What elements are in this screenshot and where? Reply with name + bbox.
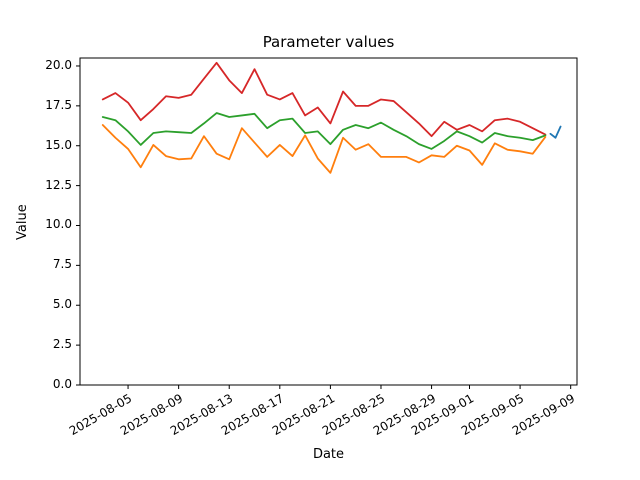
series-blue-line	[549, 125, 562, 139]
y-tick-label: 17.5	[45, 97, 72, 112]
axes-spines	[79, 57, 578, 386]
series-green-line	[101, 112, 547, 150]
y-tick-label: 20.0	[45, 57, 72, 72]
y-tick-label: 10.0	[45, 217, 72, 232]
y-tick-label: 12.5	[45, 177, 72, 192]
y-tick-label: 5.0	[52, 297, 72, 312]
x-axis-label: Date	[312, 447, 345, 462]
y-tick-label: 0.0	[52, 377, 72, 391]
series-red-line	[101, 61, 547, 138]
y-axis-label: Value	[15, 204, 30, 240]
y-tick-label: 15.0	[45, 137, 72, 152]
y-tick-label: 7.5	[52, 257, 72, 272]
y-tick-label: 2.5	[52, 337, 72, 352]
series-orange-line	[101, 124, 547, 174]
chart-title: Parameter values	[262, 33, 395, 51]
